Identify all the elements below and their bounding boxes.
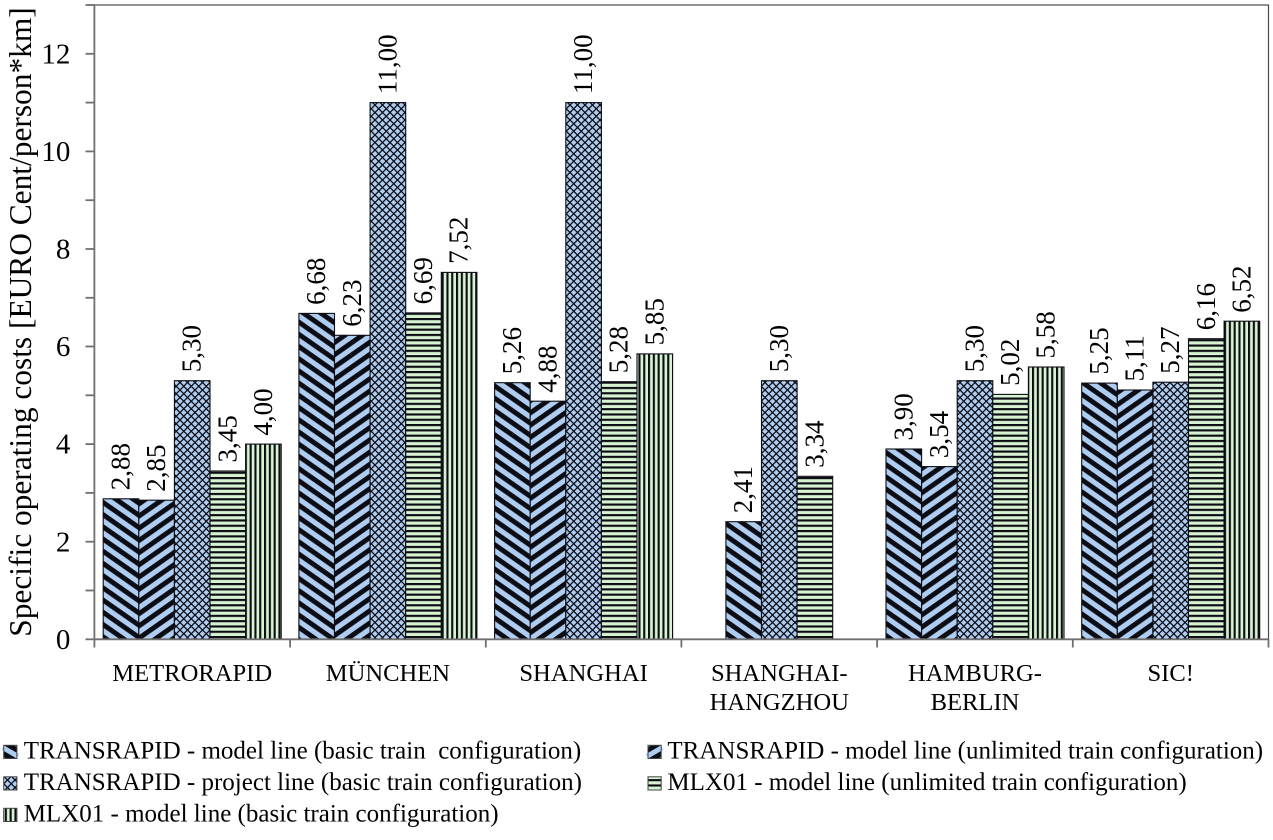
svg-text:MLX01 - model line (unlimited: MLX01 - model line (unlimited train conf… [667, 769, 1186, 796]
svg-text:12: 12 [41, 38, 70, 70]
svg-text:2,88: 2,88 [106, 443, 136, 490]
svg-text:5,25: 5,25 [1084, 327, 1114, 374]
svg-text:5,28: 5,28 [604, 326, 634, 373]
svg-text:6,23: 6,23 [337, 280, 367, 327]
svg-text:4: 4 [56, 429, 71, 461]
svg-text:5,27: 5,27 [1155, 326, 1185, 373]
svg-text:METRORAPID: METRORAPID [112, 660, 272, 687]
svg-text:5,11: 5,11 [1120, 335, 1150, 381]
svg-text:10: 10 [41, 136, 70, 168]
svg-text:BERLIN: BERLIN [931, 689, 1020, 716]
svg-text:5,02: 5,02 [995, 339, 1025, 386]
svg-text:TRANSRAPID - model line (basic: TRANSRAPID - model line (basic train con… [24, 738, 582, 765]
svg-text:6,16: 6,16 [1191, 283, 1221, 330]
svg-text:3,90: 3,90 [888, 393, 918, 440]
svg-text:TRANSRAPID - project line (bas: TRANSRAPID - project line (basic train c… [24, 769, 582, 796]
svg-text:2: 2 [56, 526, 71, 558]
svg-text:HAMBURG-: HAMBURG- [908, 660, 1042, 687]
svg-text:MÜNCHEN: MÜNCHEN [326, 660, 451, 687]
svg-text:4,00: 4,00 [248, 388, 278, 435]
svg-text:TRANSRAPID - model line (unlim: TRANSRAPID - model line (unlimited train… [667, 738, 1263, 765]
svg-text:5,30: 5,30 [960, 325, 990, 372]
svg-text:5,30: 5,30 [764, 325, 794, 372]
svg-text:6,52: 6,52 [1226, 265, 1256, 312]
svg-text:6: 6 [56, 331, 71, 363]
svg-text:MLX01 - model line (basic trai: MLX01 - model line (basic train configur… [24, 801, 499, 828]
svg-text:5,58: 5,58 [1031, 311, 1061, 358]
svg-text:SIC!: SIC! [1147, 660, 1193, 687]
svg-text:3,54: 3,54 [924, 410, 954, 458]
svg-text:7,52: 7,52 [444, 217, 474, 264]
svg-text:SHANGHAI: SHANGHAI [519, 660, 647, 687]
svg-text:6,68: 6,68 [301, 258, 331, 305]
svg-text:11,00: 11,00 [372, 34, 402, 94]
svg-text:5,85: 5,85 [639, 298, 669, 345]
svg-text:8: 8 [56, 234, 71, 266]
svg-text:4,88: 4,88 [533, 345, 563, 392]
svg-text:2,41: 2,41 [728, 466, 758, 513]
svg-text:6,69: 6,69 [408, 257, 438, 304]
svg-text:0: 0 [56, 624, 71, 656]
svg-text:5,30: 5,30 [177, 325, 207, 372]
svg-text:SHANGHAI-: SHANGHAI- [711, 660, 848, 687]
svg-text:3,45: 3,45 [212, 415, 242, 462]
svg-text:5,26: 5,26 [497, 327, 527, 374]
svg-text:11,00: 11,00 [568, 34, 598, 94]
svg-text:Specific operating costs [EURO: Specific operating costs [EURO Cent/pers… [3, 7, 38, 636]
svg-text:HANGZHOU: HANGZHOU [710, 689, 850, 716]
svg-text:3,34: 3,34 [799, 420, 829, 468]
svg-text:2,85: 2,85 [141, 444, 171, 491]
